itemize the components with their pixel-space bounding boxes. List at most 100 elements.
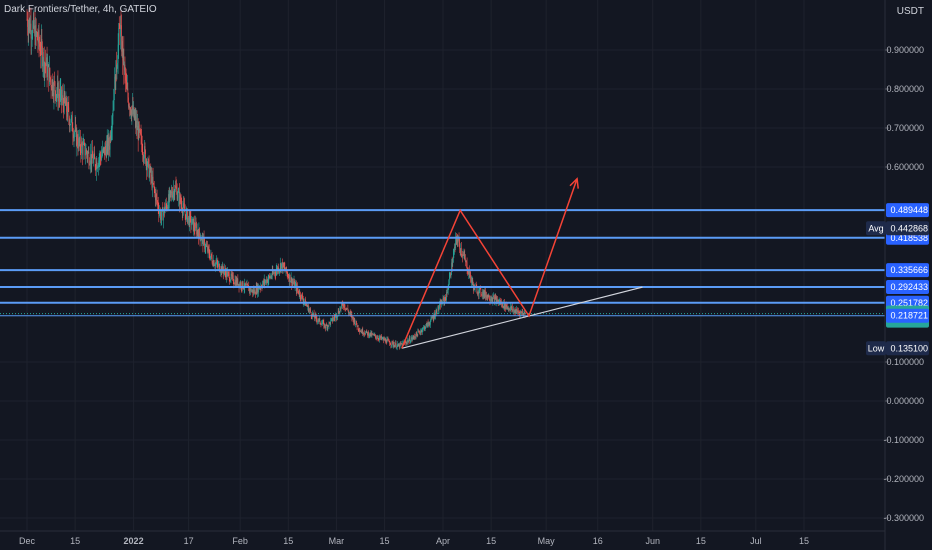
candle-body — [330, 318, 332, 321]
candle-body — [478, 288, 480, 295]
candle-body — [185, 211, 187, 221]
candle-body — [297, 289, 299, 291]
candle-body — [340, 308, 341, 310]
candle-body — [127, 88, 129, 98]
candle-body — [392, 341, 393, 343]
candle-body — [95, 166, 97, 171]
candle-body — [357, 325, 358, 327]
candle-body — [470, 277, 472, 282]
candle-body — [241, 283, 242, 288]
horizontal-levels[interactable] — [0, 209, 885, 317]
candle-body — [284, 267, 286, 271]
candle-body — [344, 307, 346, 309]
candle-body — [318, 318, 319, 321]
candle-body — [152, 176, 153, 188]
candle-body — [346, 308, 348, 309]
candle-body — [381, 336, 382, 339]
candle-body — [71, 116, 72, 118]
candle-body — [290, 281, 291, 283]
candle-body — [347, 308, 349, 311]
candle-body — [429, 324, 431, 326]
candle-body — [185, 214, 187, 221]
candle-body — [455, 238, 456, 248]
y-tick-label: 0.000000 — [886, 396, 924, 406]
candle-body — [108, 137, 109, 152]
candle-body — [389, 344, 391, 345]
candle-body — [391, 341, 393, 345]
candle-body — [411, 337, 413, 340]
candle-body — [469, 271, 471, 278]
candle-body — [58, 93, 59, 102]
candle-body — [435, 310, 437, 313]
candle-body — [325, 325, 327, 329]
candle-body — [52, 80, 54, 94]
drawings[interactable] — [401, 177, 643, 349]
candle-body — [327, 325, 329, 329]
candle-body — [238, 283, 239, 286]
candle-body — [223, 271, 225, 274]
candle-body — [445, 298, 447, 300]
candle-body — [506, 307, 508, 308]
candle-body — [212, 260, 214, 266]
candle-body — [113, 99, 115, 101]
candle-body — [365, 330, 367, 333]
currency-label[interactable]: USDT — [894, 6, 926, 17]
candle-body — [28, 24, 30, 33]
candle-body — [310, 312, 312, 316]
candle-body — [247, 284, 248, 286]
candle-body — [178, 191, 180, 193]
candle-body — [145, 150, 146, 164]
candle-body — [368, 332, 369, 337]
candle-body — [342, 303, 344, 306]
price-tag-low-label: 0.135100 — [890, 343, 928, 353]
candle-body — [50, 79, 52, 88]
candle-body — [282, 262, 283, 271]
candle-body — [436, 313, 438, 315]
candle-body — [419, 332, 421, 334]
pattern-arrowhead[interactable] — [569, 177, 579, 189]
candle-body — [325, 326, 326, 329]
candle-body — [69, 124, 71, 127]
candle-body — [481, 294, 483, 296]
candle-body — [355, 323, 356, 325]
candle-body — [190, 214, 191, 216]
candle-body — [153, 183, 154, 185]
candle-body — [477, 293, 478, 294]
pattern-drawing[interactable] — [401, 178, 578, 349]
time-axis[interactable]: Dec 15 2022 17 Feb 15 Mar 15 Apr 15 May 16 Jun 15 Jul 1… — [19, 536, 809, 546]
candle-body — [113, 100, 114, 111]
price-axis[interactable]: 0.900000 0.800000 0.700000 0.600000 0.100000… — [883, 45, 924, 523]
candle-body — [524, 311, 525, 314]
candle-body — [55, 91, 56, 99]
candle-body — [61, 98, 63, 101]
candle-body — [373, 334, 374, 336]
candle-body — [283, 263, 285, 267]
candle-body — [471, 280, 473, 281]
candle-body — [101, 154, 103, 156]
candle-body — [328, 325, 329, 327]
candle-body — [85, 150, 87, 155]
candle-body — [74, 126, 76, 133]
y-tick-label: 0.800000 — [886, 84, 924, 94]
y-tick-label: -0.200000 — [883, 474, 924, 484]
candle-body — [294, 280, 295, 288]
candle-body — [354, 319, 356, 325]
candle-body — [43, 52, 44, 64]
candle-body — [502, 302, 503, 307]
symbol-title[interactable]: Dark Frontiers/Tether, 4h, GATEIO — [4, 4, 157, 15]
trendline[interactable] — [401, 286, 643, 349]
candle-body — [341, 303, 342, 307]
candle-body — [485, 295, 487, 297]
x-tick-label: Dec — [19, 536, 36, 546]
candle-body — [436, 310, 437, 314]
candle-body — [44, 62, 46, 72]
candle-body — [202, 236, 204, 246]
candle-body — [326, 325, 328, 329]
price-tag-avg — [886, 221, 929, 236]
candle-body — [322, 321, 323, 324]
x-tick-label: Feb — [232, 536, 248, 546]
candle-body — [54, 82, 56, 92]
candle-body — [125, 80, 127, 82]
candle-body — [228, 273, 230, 281]
